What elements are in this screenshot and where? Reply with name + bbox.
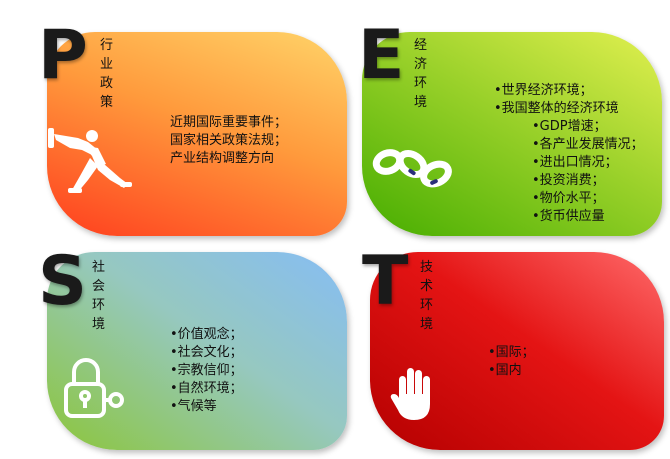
technological-letter: T <box>362 242 409 321</box>
economic-factors: •世界经济环境； •我国整体的经济环境 •GDP增速； •各产业发展情况； •进… <box>494 82 644 226</box>
political-factor: 产业结构调整方向 <box>170 151 275 166</box>
economic-factor: •我国整体的经济环境 <box>494 101 619 116</box>
economic-heading: 经济环境 <box>414 38 428 110</box>
technological-factors: •国际； •国内 <box>488 344 535 380</box>
political-factor: 近期国际重要事件； <box>170 115 288 130</box>
pushing-person-icon <box>48 126 132 202</box>
technological-factor: •国际； <box>488 345 535 360</box>
technological-factor: •国内 <box>488 363 522 378</box>
economic-factor: •各产业发展情况； <box>532 137 644 152</box>
chain-links-icon <box>372 140 458 200</box>
stop-hand-icon <box>390 366 438 426</box>
economic-factor: •GDP增速； <box>532 119 607 134</box>
social-letter: S <box>38 242 87 321</box>
social-factor: •宗教信仰； <box>170 363 243 378</box>
economic-factor: •世界经济环境； <box>494 83 593 98</box>
economic-card <box>362 32 662 236</box>
social-factor: •价值观念； <box>170 327 243 342</box>
political-letter: P <box>38 16 88 95</box>
technological-heading: 技术环境 <box>420 260 434 332</box>
padlock-key-icon <box>62 356 126 426</box>
economic-factor: •投资消费； <box>532 173 605 188</box>
social-factor: •社会文化； <box>170 345 243 360</box>
social-heading: 社会环境 <box>92 260 106 332</box>
social-factors: •价值观念； •社会文化； •宗教信仰； •自然环境； •气候等 <box>170 326 243 416</box>
political-factors: 近期国际重要事件； 国家相关政策法规； 产业结构调整方向 <box>170 114 287 168</box>
social-factor: •自然环境； <box>170 381 243 396</box>
economic-factor: •进出口情况； <box>532 155 618 170</box>
political-heading: 行业政策 <box>100 38 114 110</box>
political-factor: 国家相关政策法规； <box>170 133 288 148</box>
social-factor: •气候等 <box>170 399 217 414</box>
economic-factor: •物价水平； <box>532 191 605 206</box>
economic-factor: •货币供应量 <box>532 209 605 224</box>
economic-letter: E <box>358 16 405 95</box>
